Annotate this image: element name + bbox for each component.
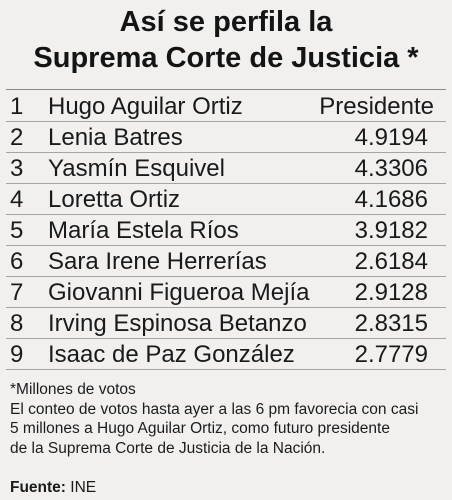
vote-value: 3.9182	[354, 217, 428, 244]
vote-value: Presidente	[319, 93, 434, 120]
row-number: 3	[10, 155, 24, 182]
results-table: 1 Hugo Aguilar Ortiz Presidente 2 Lenia …	[6, 91, 446, 370]
vote-value: 2.7779	[354, 341, 428, 368]
vote-value: 4.3306	[354, 155, 428, 182]
candidate-name: Isaac de Paz González	[48, 341, 295, 368]
vote-value: 2.8315	[354, 310, 428, 337]
note-line: 5 millones a Hugo Aguilar Ortiz, como fu…	[10, 420, 390, 437]
row-number: 1	[10, 93, 24, 120]
row-number: 4	[10, 186, 24, 213]
notes-block: *Millones de votos El conteo de votos ha…	[10, 380, 446, 458]
title-line-1: Así se perfila la	[119, 6, 333, 38]
page-title: Así se perfila la Suprema Corte de Justi…	[0, 4, 452, 76]
candidate-name: Giovanni Figueroa Mejía	[48, 279, 310, 306]
source-value: INE	[70, 479, 97, 496]
candidate-name: Yasmín Esquivel	[48, 155, 225, 182]
candidate-name: Hugo Aguilar Ortiz	[48, 93, 243, 120]
table-row: 2 Lenia Batres 4.9194	[6, 122, 446, 153]
note-line: El conteo de votos hasta ayer a las 6 pm…	[10, 400, 419, 418]
table-row: 7 Giovanni Figueroa Mejía 2.9128	[6, 277, 446, 308]
table-row: 1 Hugo Aguilar Ortiz Presidente	[6, 91, 446, 122]
vote-value: 4.1686	[354, 186, 428, 213]
table-row: 9 Isaac de Paz González 2.7779	[6, 339, 446, 370]
table-top-rule	[6, 89, 446, 90]
table-row: 4 Loretta Ortiz 4.1686	[6, 184, 446, 215]
table-row: 6 Sara Irene Herrerías 2.6184	[6, 246, 446, 277]
row-number: 7	[10, 279, 24, 306]
vote-value: 4.9194	[354, 124, 428, 151]
note-line: de la Suprema Corte de Justicia de la Na…	[10, 439, 326, 457]
table-row: 3 Yasmín Esquivel 4.3306	[6, 153, 446, 184]
candidate-name: Loretta Ortiz	[48, 186, 181, 213]
footnote: *Millones de votos	[10, 381, 136, 398]
vote-value: 2.6184	[354, 248, 428, 275]
source-label: Fuente:	[10, 479, 66, 496]
row-number: 6	[10, 248, 24, 275]
candidate-name: María Estela Ríos	[48, 217, 239, 244]
candidate-name: Lenia Batres	[48, 124, 183, 151]
row-number: 5	[10, 217, 24, 244]
row-number: 9	[10, 341, 24, 368]
vote-value: 2.9128	[354, 279, 428, 306]
row-number: 2	[10, 124, 24, 151]
candidate-name: Sara Irene Herrerías	[48, 248, 267, 275]
row-number: 8	[10, 310, 24, 337]
table-row: 5 María Estela Ríos 3.9182	[6, 215, 446, 246]
candidate-name: Irving Espinosa Betanzo	[48, 310, 307, 337]
table-row: 8 Irving Espinosa Betanzo 2.8315	[6, 308, 446, 339]
title-line-2: Suprema Corte de Justicia *	[33, 42, 419, 74]
source-credit: Fuente: INE	[10, 478, 96, 497]
